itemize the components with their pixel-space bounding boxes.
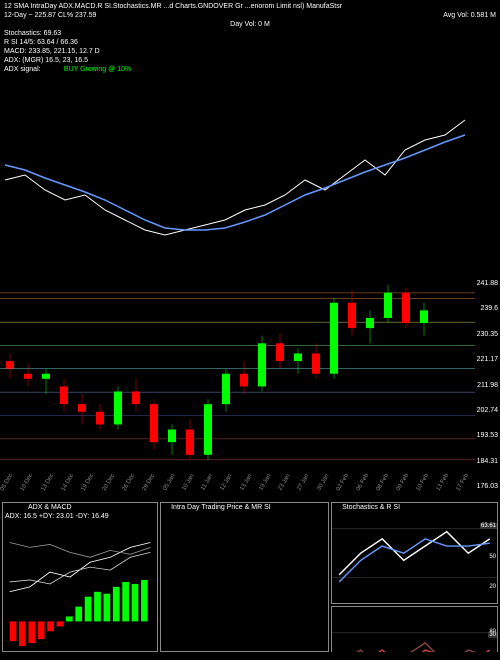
- adx-signal-label: ADX signal:: [4, 66, 41, 73]
- stoch-value: Stochastics: 69.63: [4, 29, 496, 38]
- line-chart-svg: [0, 80, 500, 260]
- adx-subtitle: ADX: 16.5 +DY: 23.01 -DY: 16.49: [5, 513, 109, 520]
- rsi-value: R SI 14/5: 63.64 / 66.36: [4, 38, 496, 47]
- stoch-svg: [332, 503, 497, 603]
- price-ma-chart[interactable]: [0, 80, 500, 260]
- stoch-rsi-panel[interactable]: Stochastics & R SI 63.61 805020 30 80502…: [331, 502, 498, 652]
- range-line: 12-Day ~ 225.87 CL% 237.59: [4, 11, 96, 20]
- candlestick-chart[interactable]: 241.88239.6230.35221.17211.98202.74193.5…: [0, 280, 500, 490]
- candle-chart-svg: [0, 280, 475, 475]
- adx-svg: [3, 503, 157, 651]
- indicator-readout: Stochastics: 69.63 R SI 14/5: 63.64 / 66…: [4, 29, 496, 74]
- rsi-svg: [332, 607, 497, 652]
- header: 12 SMA IntraDay ADX.MACD.R SI.Stochastic…: [0, 0, 500, 76]
- panel-title: ADX & MACD: [28, 504, 72, 511]
- panel-title: Intra Day Trading Price & MR SI: [171, 504, 271, 511]
- adx-macd-panel[interactable]: ADX & MACD ADX: 16.5 +DY: 23.01 -DY: 16.…: [2, 502, 158, 652]
- stoch-tag: 63.61: [480, 523, 497, 529]
- panel-title: Stochastics & R SI: [342, 504, 400, 511]
- adx-signal-value: BUY Growing @ 10%: [64, 66, 131, 73]
- intraday-panel[interactable]: Intra Day Trading Price & MR SI: [160, 502, 329, 652]
- price-levels: 241.88239.6230.35221.17211.98202.74193.5…: [477, 280, 498, 490]
- avg-vol: Avg Vol: 0.581 M: [443, 11, 496, 20]
- rsi-tag: 30: [488, 632, 497, 638]
- date-axis: 05 Dec10 Dec13 Dec14 Dec19 Dec20 Dec26 D…: [0, 478, 475, 490]
- tabs-bar: 12 SMA IntraDay ADX.MACD.R SI.Stochastic…: [4, 2, 342, 11]
- adx-value: ADX: (MGR) 16.5, 23, 16.5: [4, 56, 496, 65]
- macd-value: MACD: 233.85, 221.15, 12.7 D: [4, 47, 496, 56]
- day-vol: Day Vol: 0 M: [230, 21, 270, 28]
- indicator-panels: ADX & MACD ADX: 16.5 +DY: 23.01 -DY: 16.…: [0, 500, 500, 654]
